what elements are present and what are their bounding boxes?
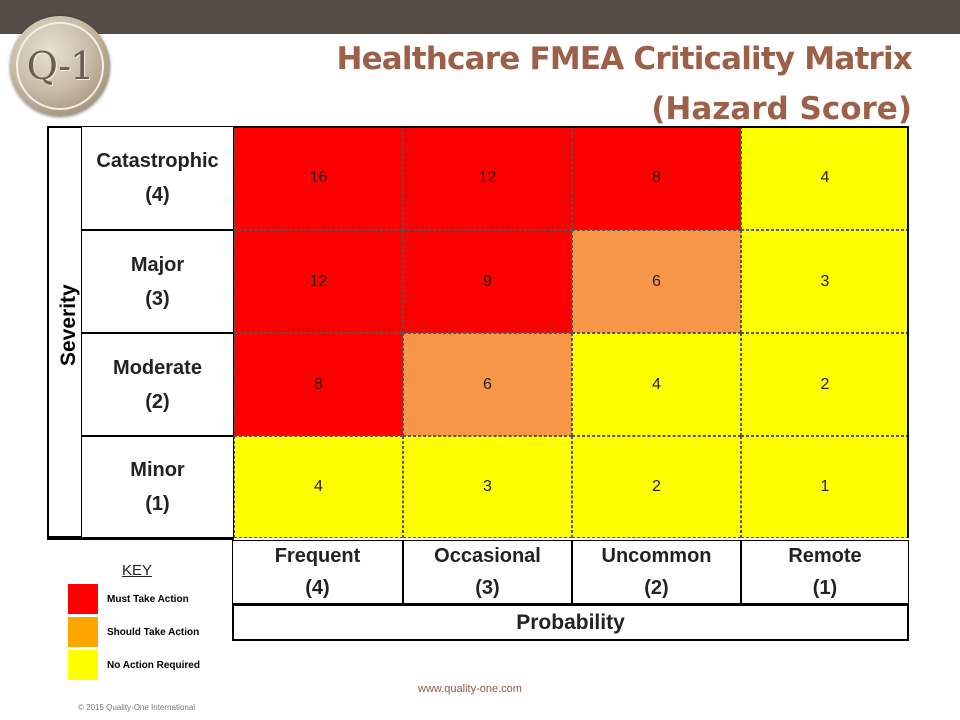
matrix-cell-r4c2: 3 [403, 436, 572, 538]
row-label-major: Major (3) [81, 230, 234, 333]
col-name: Uncommon [601, 545, 712, 567]
matrix-cell-r3c1: 8 [234, 333, 403, 436]
key-label: Must Take Action [107, 593, 189, 605]
col-label-uncommon: Uncommon (2) [572, 540, 741, 604]
col-label-occasional: Occasional (3) [403, 540, 572, 604]
col-name: Occasional [434, 545, 541, 567]
key-swatch [68, 650, 98, 680]
key-item-must: Must Take Action [68, 584, 189, 614]
row-score: (3) [145, 287, 170, 310]
row-name: Catastrophic [96, 150, 219, 172]
title-line-1: Healthcare FMEA Criticality Matrix [336, 41, 912, 77]
probability-axis-label: Probability [232, 604, 909, 641]
q1-logo: Q-1 [10, 16, 110, 116]
matrix-cell-r1c2: 12 [403, 126, 572, 230]
key-item-none: No Action Required [68, 650, 200, 680]
key-label: No Action Required [107, 659, 200, 671]
col-label-remote: Remote (1) [741, 540, 909, 604]
severity-axis-label: Severity [57, 284, 80, 366]
key-swatch [68, 617, 98, 647]
col-name: Frequent [274, 545, 361, 567]
col-name: Remote [788, 545, 862, 567]
row-label-minor: Minor (1) [81, 436, 234, 538]
matrix-baseline [47, 538, 234, 540]
matrix-cell-r2c3: 6 [572, 230, 741, 333]
matrix-cell-r1c4: 4 [741, 126, 909, 230]
col-score: (1) [812, 577, 838, 599]
row-label-catastrophic: Catastrophic (4) [81, 126, 234, 230]
matrix-cell-r3c4: 2 [741, 333, 909, 436]
criticality-matrix: Severity Catastrophic (4) Major (3) Mode… [47, 126, 909, 641]
matrix-cell-r4c1: 4 [234, 436, 403, 538]
row-name: Major [130, 253, 185, 276]
title-line-2: (Hazard Score) [651, 91, 912, 127]
top-bar [0, 0, 960, 34]
page-title: Healthcare FMEA Criticality Matrix (Haza… [336, 34, 912, 134]
matrix-cell-r2c1: 12 [234, 230, 403, 333]
key-item-should: Should Take Action [68, 617, 199, 647]
matrix-cell-r1c3: 8 [572, 126, 741, 230]
row-score: (1) [145, 493, 170, 515]
col-score: (3) [475, 577, 500, 599]
matrix-cell-r4c4: 1 [741, 436, 909, 538]
matrix-cell-r2c4: 3 [741, 230, 909, 333]
row-name: Moderate [113, 356, 202, 379]
matrix-cell-r3c2: 6 [403, 333, 572, 436]
matrix-cell-r2c2: 9 [403, 230, 572, 333]
key-swatch [68, 584, 98, 614]
col-score: (4) [305, 577, 330, 599]
copyright: © 2015 Quality-One International [78, 703, 196, 712]
row-label-moderate: Moderate (2) [81, 333, 234, 436]
col-label-frequent: Frequent (4) [232, 540, 403, 604]
row-score: (4) [145, 184, 170, 206]
logo-ring: Q-1 [16, 22, 104, 110]
key-label: Should Take Action [107, 626, 200, 638]
matrix-cell-r3c3: 4 [572, 333, 741, 436]
col-score: (2) [644, 577, 669, 599]
matrix-cell-r4c3: 2 [572, 436, 741, 538]
key-title: KEY [122, 562, 153, 579]
logo-text: Q-1 [26, 44, 95, 88]
severity-axis: Severity [47, 126, 81, 538]
row-score: (2) [145, 390, 170, 413]
footer-url[interactable]: www.quality-one.com [418, 683, 522, 695]
matrix-cell-r1c1: 16 [234, 126, 403, 230]
row-name: Minor [130, 459, 185, 481]
